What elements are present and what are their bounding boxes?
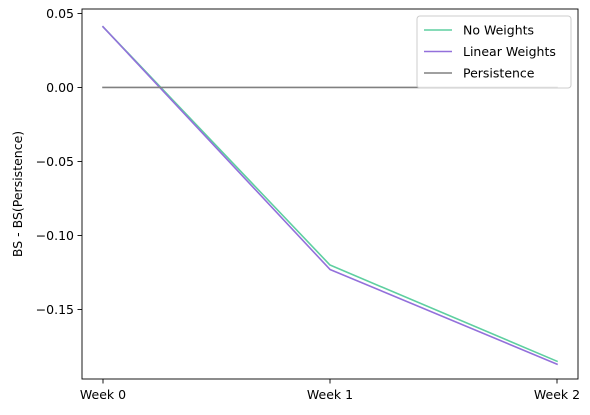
series-line-linear-weights [101,25,559,366]
legend-label: Linear Weights [463,44,556,59]
x-axis: Week 0 Week 1 Week 2 [80,379,580,402]
y-axis-title: BS - BS(Persistence) [10,131,25,257]
legend-label: Persistence [463,66,535,81]
y-tick-label: −0.05 [36,154,74,169]
y-axis: 0.05 0.00 −0.05 −0.10 −0.15 [36,6,82,317]
series-line-no-weights [101,25,559,363]
y-tick-label: −0.15 [36,302,74,317]
y-tick-label: 0.05 [46,6,74,21]
x-tick-label: Week 1 [307,387,353,402]
legend-box [416,15,572,89]
x-tick-label: Week 0 [80,387,126,402]
y-tick-label: −0.10 [36,228,74,243]
legend-label: No Weights [463,23,534,38]
x-tick-label: Week 2 [534,387,580,402]
y-tick-label: 0.00 [46,80,74,95]
legend: No Weights Linear Weights Persistence [416,15,572,89]
